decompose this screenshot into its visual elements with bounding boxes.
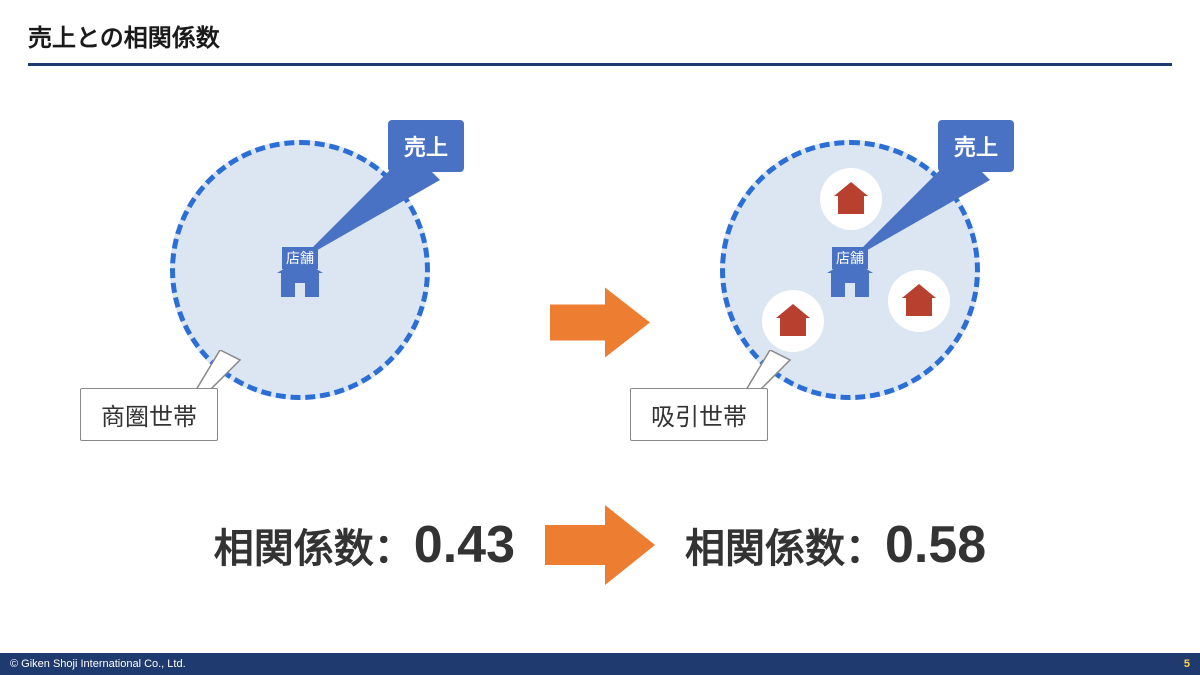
copyright-text: © Giken Shoji International Co., Ltd. <box>10 658 186 670</box>
sales-label-left: 売上 <box>404 135 448 160</box>
household-badge-right: 吸引世帯 <box>630 388 768 441</box>
diagram-area: 店舗 売上 商圏世帯 <box>0 100 1200 400</box>
store-icon-right: 店舗 <box>827 241 873 299</box>
home-icon <box>776 304 810 338</box>
correlation-right: 相関係数：0.58 <box>685 515 986 575</box>
corr-value-left: 0.43 <box>414 516 515 574</box>
arrow-right-icon <box>545 500 655 590</box>
store-label-left: 店舗 <box>282 247 318 269</box>
sales-badge-right: 売上 <box>938 120 1014 172</box>
store-label-right: 店舗 <box>832 247 868 269</box>
title-bar: 売上との相関係数 <box>28 18 1172 66</box>
household-label-right: 吸引世帯 <box>651 404 747 431</box>
store-icon-left: 店舗 <box>277 241 323 299</box>
footer-bar: © Giken Shoji International Co., Ltd. 5 <box>0 653 1200 675</box>
house-icon-3 <box>888 270 950 332</box>
page-number: 5 <box>1184 658 1190 670</box>
corr-label-right: 相関係数： <box>685 527 885 571</box>
title-underline <box>28 63 1172 66</box>
corr-value-right: 0.58 <box>885 516 986 574</box>
arrow-right-icon <box>550 283 650 363</box>
slide: 売上との相関係数 店舗 売上 <box>0 0 1200 675</box>
household-badge-left: 商圏世帯 <box>80 388 218 441</box>
house-icon-2 <box>762 290 824 352</box>
sales-badge-left: 売上 <box>388 120 464 172</box>
home-icon <box>902 284 936 318</box>
corr-label-left: 相関係数： <box>214 527 414 571</box>
arrow-between-diagrams <box>550 283 650 368</box>
sales-label-right: 売上 <box>954 135 998 160</box>
household-label-left: 商圏世帯 <box>101 404 197 431</box>
page-title: 売上との相関係数 <box>28 18 1172 53</box>
correlation-left: 相関係数：0.43 <box>214 515 515 575</box>
correlation-row: 相関係数：0.43 相関係数：0.58 <box>0 500 1200 590</box>
